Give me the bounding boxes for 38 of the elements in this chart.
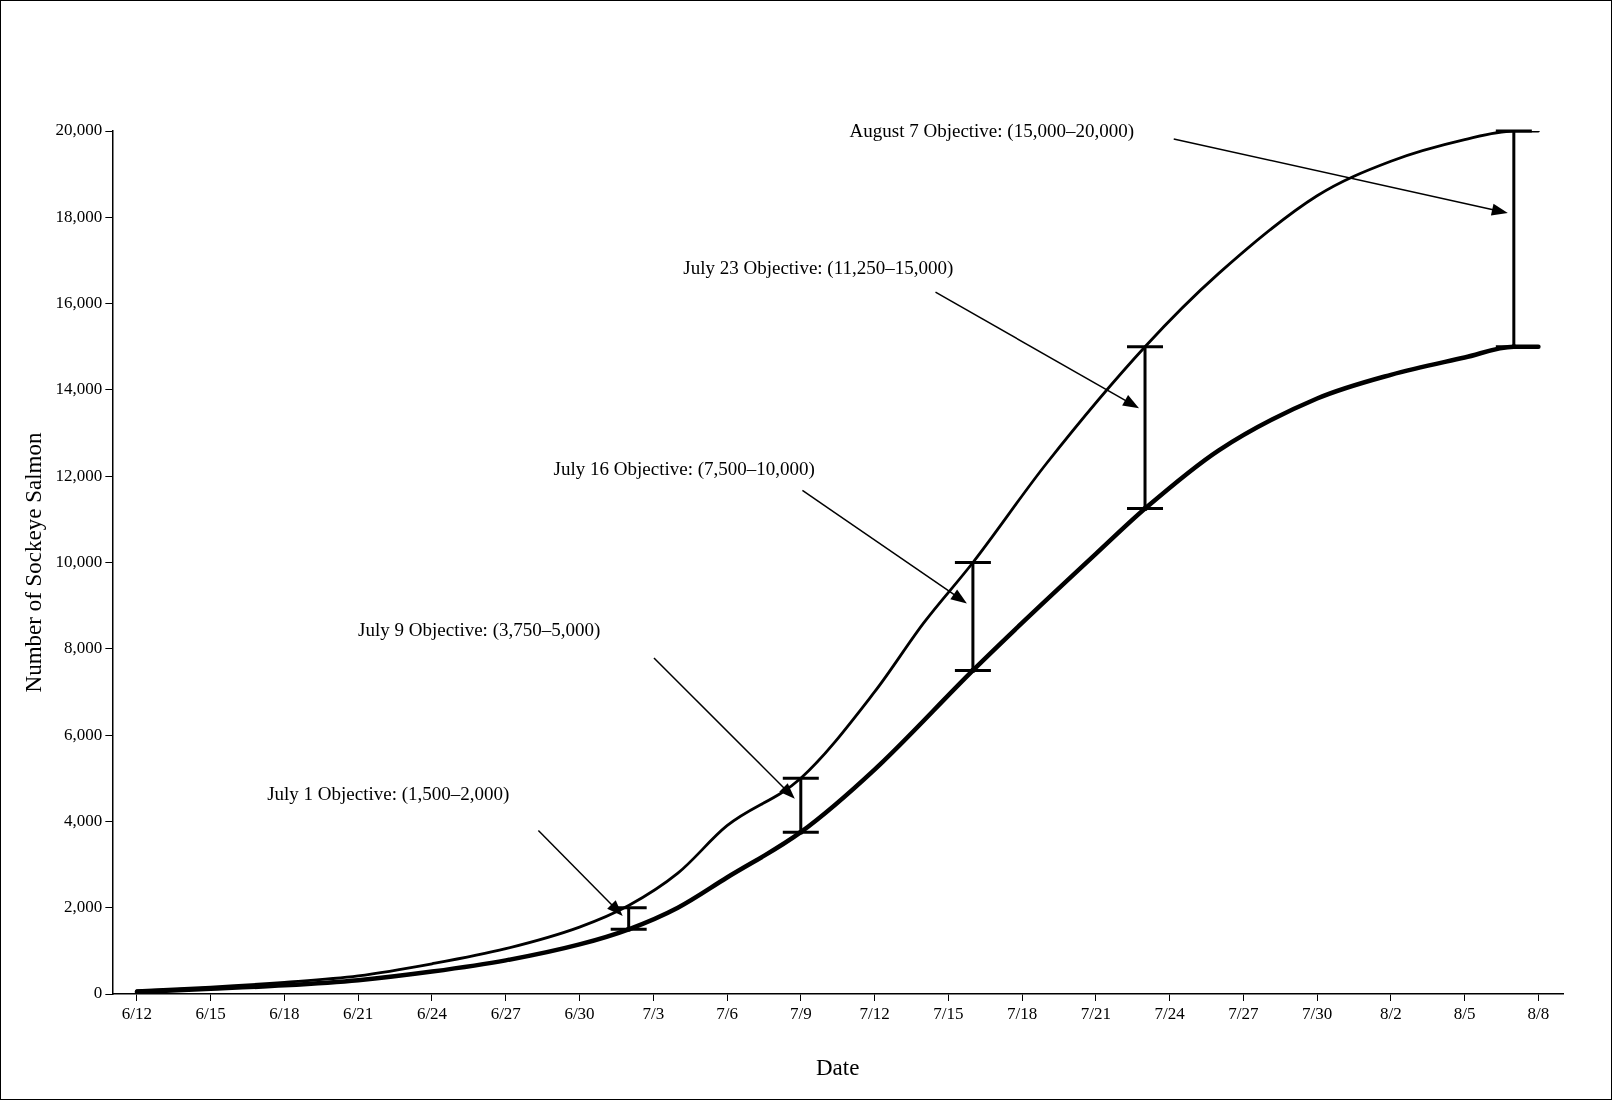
annotation: August 7 Objective: (15,000–20,000)	[849, 119, 1134, 142]
y-tick-label: 12,000	[55, 465, 103, 485]
x-tick-label: 7/18	[1006, 1003, 1038, 1023]
x-tick-label: 6/24	[416, 1003, 448, 1023]
x-tick-label: 8/2	[1380, 1003, 1402, 1023]
x-tick-label: 7/24	[1154, 1003, 1186, 1023]
y-tick-label: 0	[93, 983, 103, 1003]
y-tick-label: 18,000	[55, 206, 103, 226]
x-tick-label: 6/30	[564, 1003, 595, 1023]
x-tick-label: 8/8	[1527, 1003, 1550, 1023]
annotation: July 1 Objective: (1,500–2,000)	[267, 782, 510, 805]
x-tick-label: 6/27	[490, 1003, 522, 1023]
x-tick-label: 7/21	[1080, 1003, 1111, 1023]
y-tick-label: 6,000	[64, 724, 103, 744]
x-tick-label: 7/9	[789, 1003, 812, 1023]
x-tick-label: 7/15	[933, 1003, 964, 1023]
x-tick-label: 6/15	[195, 1003, 226, 1023]
annotation: July 23 Objective: (11,250–15,000)	[683, 257, 954, 280]
x-tick-label: 8/5	[1453, 1003, 1476, 1023]
y-axis-title: Number of Sockeye Salmon	[20, 432, 46, 693]
x-tick-label: 7/27	[1228, 1003, 1259, 1023]
x-tick-label: 6/21	[343, 1003, 374, 1023]
y-tick-label: 10,000	[55, 551, 103, 571]
y-tick-label: 14,000	[55, 379, 103, 399]
y-tick-label: 16,000	[55, 293, 103, 313]
y-tick-label: 4,000	[64, 810, 103, 830]
annotation: July 9 Objective: (3,750–5,000)	[358, 619, 601, 642]
x-tick-label: 7/3	[642, 1003, 665, 1023]
x-tick-label: 7/6	[716, 1003, 738, 1023]
y-tick-label: 8,000	[64, 638, 103, 658]
y-tick-label: 20,000	[55, 120, 103, 140]
x-axis-title: Date	[815, 1055, 860, 1081]
x-tick-label: 7/30	[1302, 1003, 1333, 1023]
y-tick-label: 2,000	[64, 897, 103, 917]
x-tick-label: 6/12	[121, 1003, 153, 1023]
x-tick-label: 6/18	[269, 1003, 300, 1023]
x-tick-label: 7/12	[859, 1003, 890, 1023]
annotation: July 16 Objective: (7,500–10,000)	[553, 457, 815, 480]
